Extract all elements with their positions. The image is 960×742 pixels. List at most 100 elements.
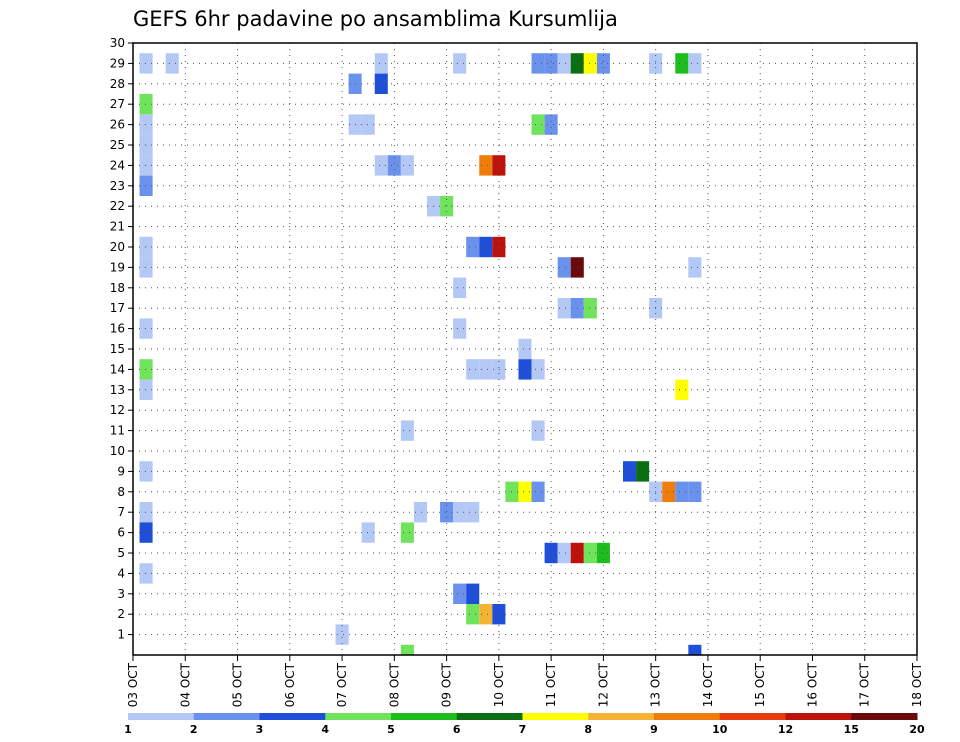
- heatmap-cell: [492, 359, 506, 380]
- y-tick-label: 22: [110, 199, 125, 213]
- heatmap-cell: [492, 604, 506, 625]
- colorbar-swatch: [456, 713, 523, 720]
- y-tick-label: 1: [117, 628, 125, 642]
- heatmap-cell: [139, 134, 153, 156]
- heatmap-cell: [139, 563, 153, 584]
- heatmap-cell: [139, 175, 153, 196]
- heatmap-cell: [518, 338, 532, 360]
- x-tick-label: 10 OCT: [492, 662, 506, 707]
- heatmap-cell: [453, 53, 467, 74]
- heatmap-cell: [557, 53, 571, 74]
- heatmap-cell: [531, 481, 545, 502]
- colorbar-swatch: [259, 713, 326, 720]
- y-tick-label: 26: [110, 118, 125, 132]
- x-tick-label: 08 OCT: [387, 662, 401, 707]
- x-tick-label: 12 OCT: [596, 662, 610, 707]
- heatmap-cell: [374, 155, 388, 176]
- heatmap-cell: [400, 155, 414, 176]
- heatmap-cell: [139, 379, 153, 400]
- gridlines: [133, 43, 917, 655]
- heatmap-cell: [453, 502, 467, 523]
- colorbar-label: 8: [584, 723, 592, 736]
- heatmap-cell: [531, 53, 545, 74]
- heatmap-cell: [557, 257, 571, 278]
- heatmap-cell: [400, 420, 414, 441]
- heatmap-cell: [688, 257, 702, 278]
- heatmap-cell: [688, 53, 702, 74]
- heatmap-cell: [466, 359, 480, 380]
- heatmap-cell: [544, 53, 558, 74]
- x-tick-label: 04 OCT: [178, 662, 192, 707]
- y-tick-label: 27: [110, 97, 125, 111]
- colorbar-swatch: [719, 713, 786, 720]
- y-tick-label: 3: [117, 587, 125, 601]
- y-tick-label: 6: [117, 526, 125, 540]
- heatmap-cell: [453, 277, 467, 298]
- heatmap-cell: [544, 114, 558, 135]
- y-tick-label: 28: [110, 77, 125, 91]
- colorbar-label: 12: [778, 723, 793, 736]
- y-tick-label: 8: [117, 485, 125, 499]
- heatmap-cells: [139, 53, 702, 655]
- y-tick-label: 23: [110, 179, 125, 193]
- heatmap-cell: [335, 624, 349, 645]
- heatmap-cell: [453, 583, 467, 604]
- colorbar-label: 5: [387, 723, 395, 736]
- heatmap-cell: [466, 236, 480, 258]
- y-axis: 1234567891011121314151617181920212223242…: [110, 36, 133, 642]
- heatmap-cell: [413, 502, 427, 523]
- y-tick-label: 24: [110, 158, 125, 172]
- heatmap-cell: [139, 236, 153, 258]
- heatmap-cell: [583, 53, 597, 74]
- heatmap-cell: [466, 604, 480, 625]
- y-tick-label: 10: [110, 444, 125, 458]
- heatmap-cell: [139, 359, 153, 380]
- heatmap-cell: [440, 196, 454, 217]
- colorbar-label: 1: [124, 723, 132, 736]
- heatmap-cell: [361, 522, 375, 543]
- heatmap-cell: [531, 420, 545, 441]
- heatmap-cell: [165, 53, 179, 74]
- heatmap-cell: [688, 644, 702, 655]
- heatmap-cell: [636, 461, 650, 482]
- colorbar-label: 9: [650, 723, 658, 736]
- colorbar-label: 15: [844, 723, 859, 736]
- heatmap-cell: [557, 298, 571, 319]
- heatmap-cell: [479, 359, 493, 380]
- heatmap-cell: [662, 481, 676, 502]
- heatmap-cell: [374, 73, 388, 94]
- x-tick-label: 06 OCT: [283, 662, 297, 707]
- heatmap-cell: [361, 114, 375, 135]
- heatmap-cell: [518, 481, 532, 502]
- colorbar-swatch: [785, 713, 852, 720]
- x-tick-label: 07 OCT: [335, 662, 349, 707]
- x-tick-label: 11 OCT: [544, 662, 558, 707]
- heatmap-cell: [557, 542, 571, 564]
- x-tick-label: 18 OCT: [910, 662, 924, 707]
- heatmap-cell: [688, 481, 702, 502]
- colorbar-label: 7: [519, 723, 527, 736]
- colorbar-label: 6: [453, 723, 461, 736]
- y-tick-label: 9: [117, 464, 125, 478]
- y-tick-label: 2: [117, 607, 125, 621]
- y-tick-label: 19: [110, 260, 125, 274]
- heatmap-cell: [479, 155, 493, 176]
- y-tick-label: 7: [117, 505, 125, 519]
- heatmap-cell: [374, 53, 388, 74]
- x-tick-label: 03 OCT: [126, 662, 140, 707]
- x-tick-label: 14 OCT: [701, 662, 715, 707]
- x-tick-label: 09 OCT: [440, 662, 454, 707]
- heatmap-cell: [139, 461, 153, 482]
- colorbar-swatch: [325, 713, 392, 720]
- colorbar-label: 4: [321, 723, 329, 736]
- x-tick-label: 13 OCT: [649, 662, 663, 707]
- y-tick-label: 4: [117, 566, 125, 580]
- heatmap-cell: [139, 155, 153, 176]
- y-tick-label: 12: [110, 403, 125, 417]
- heatmap-cell: [479, 604, 493, 625]
- y-tick-label: 14: [110, 362, 125, 376]
- y-tick-label: 13: [110, 383, 125, 397]
- colorbar-swatch: [391, 713, 458, 720]
- heatmap-cell: [466, 583, 480, 604]
- colorbar: 1 2 3 4 5 6 7 8 9 10 12 15 20: [124, 713, 925, 736]
